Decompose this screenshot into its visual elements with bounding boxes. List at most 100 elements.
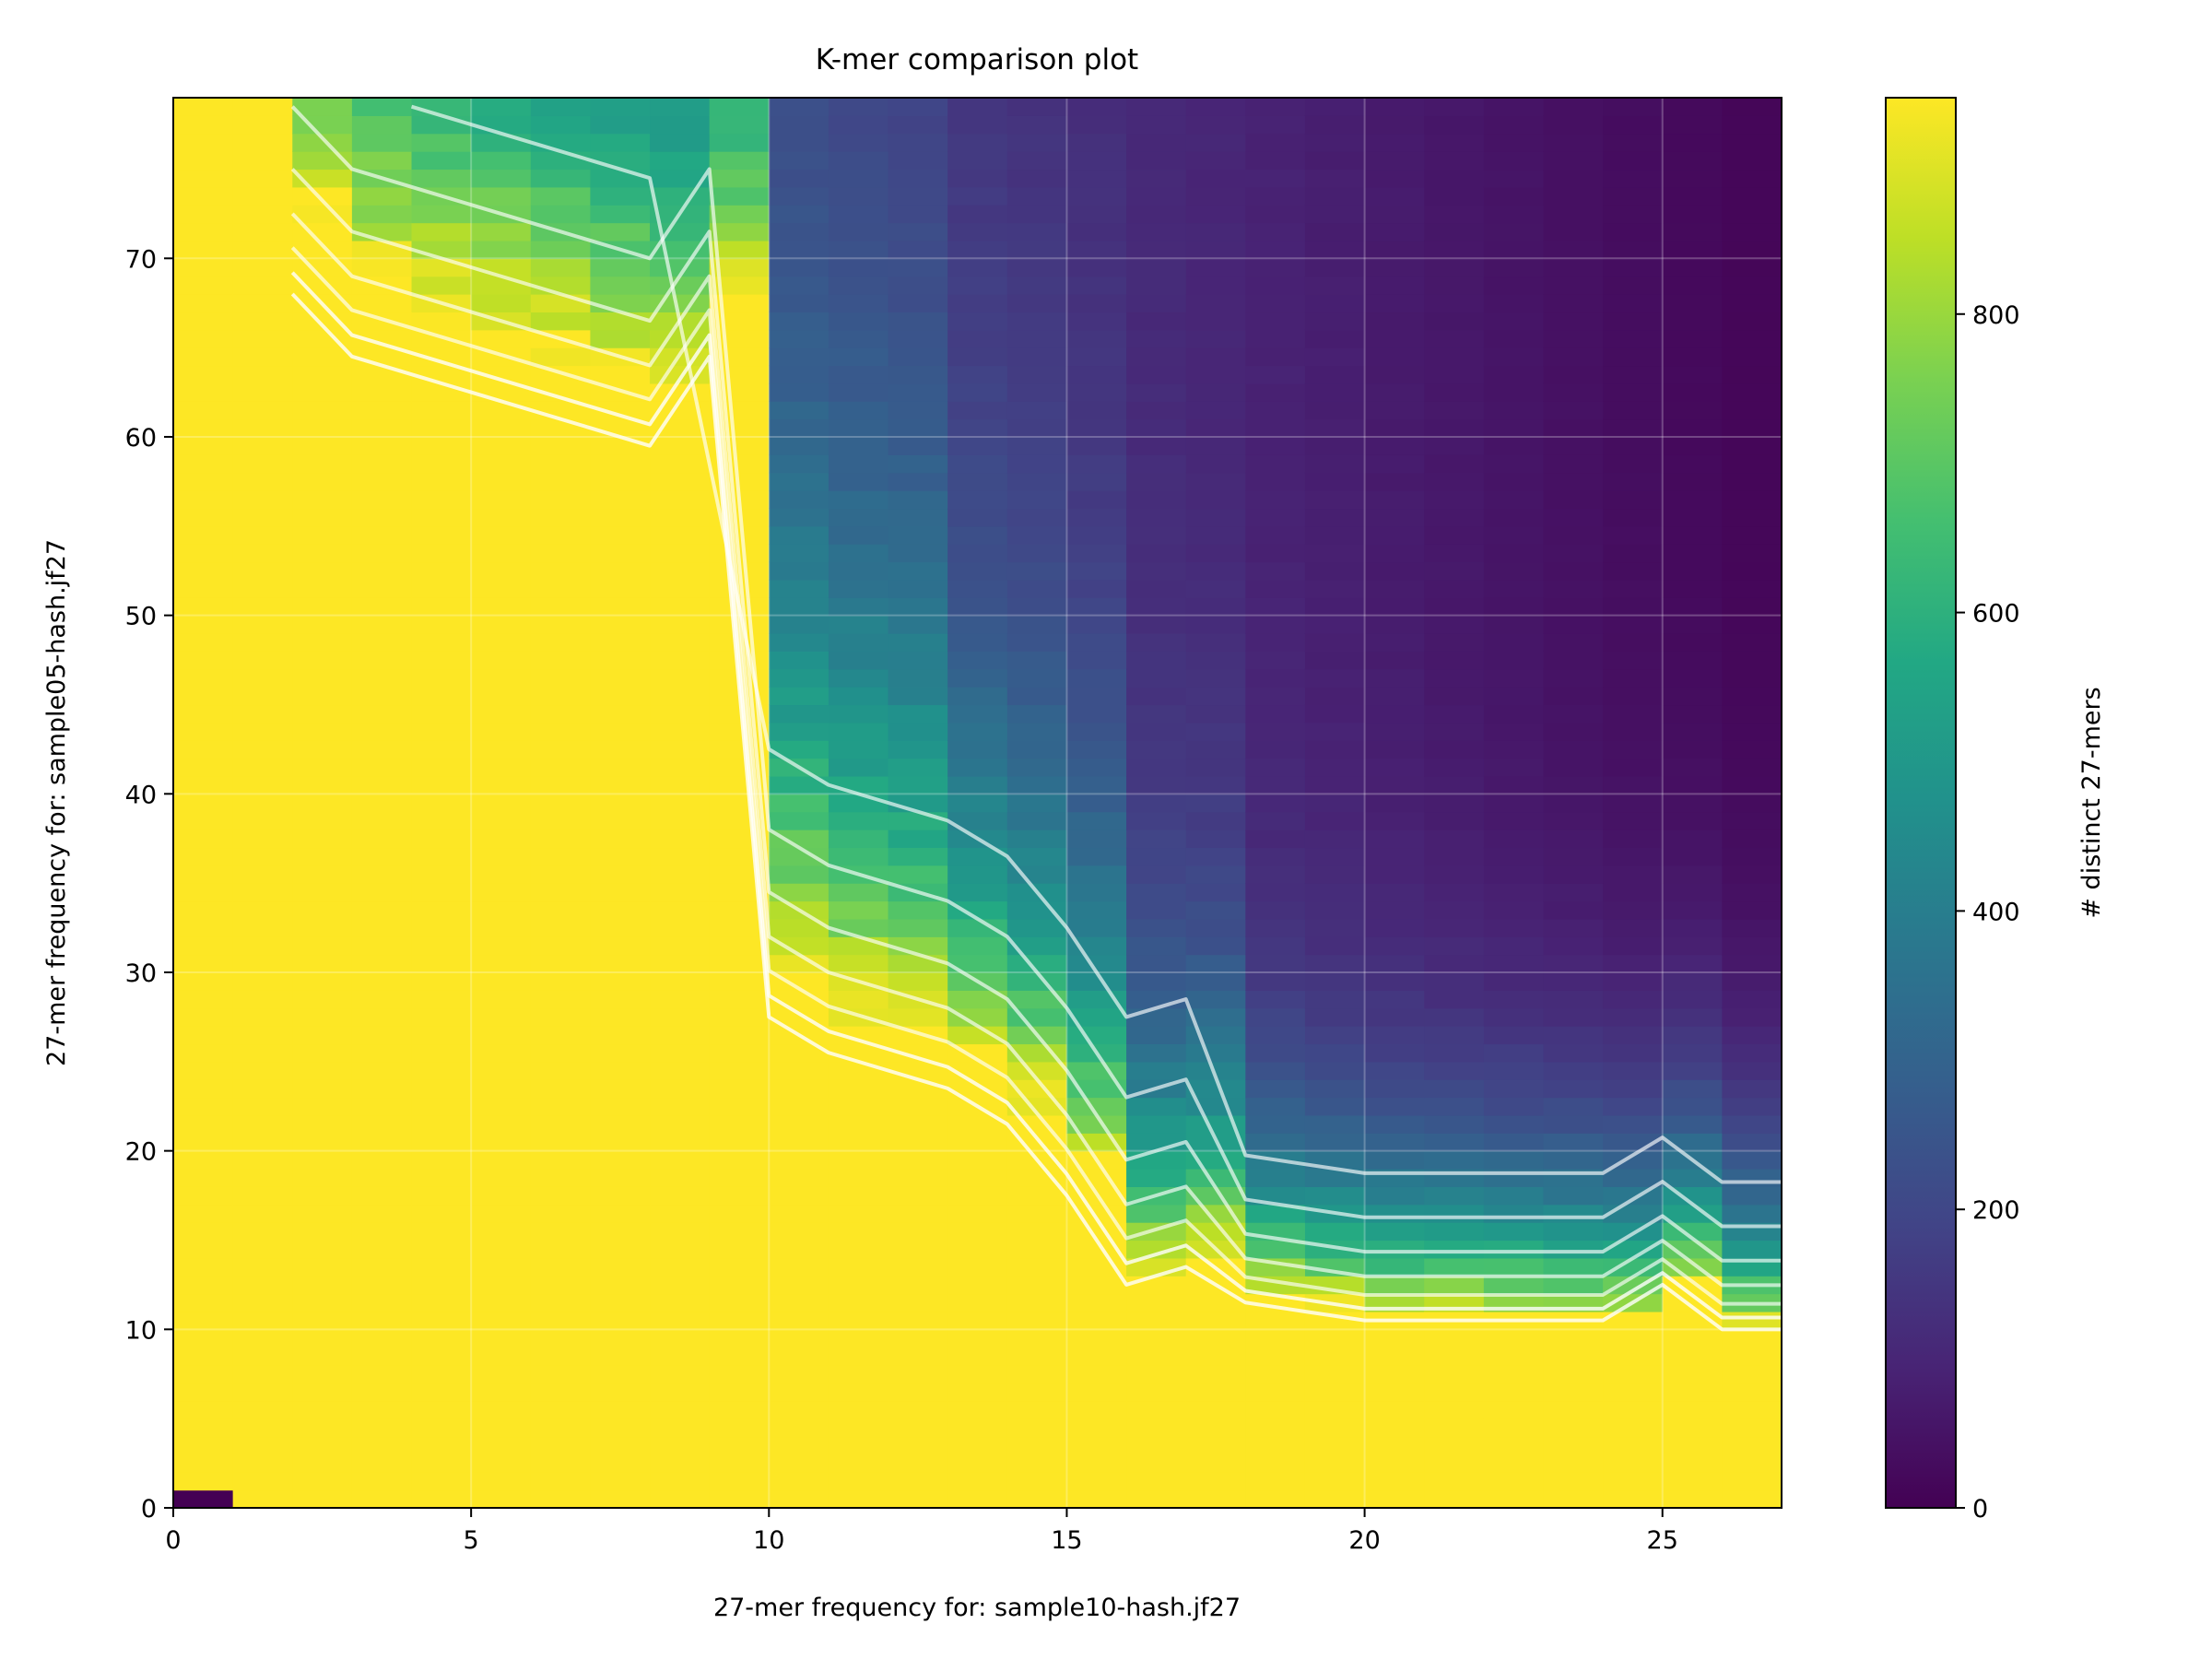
heatmap-cell	[1424, 1489, 1485, 1508]
heatmap-cell	[1126, 1436, 1187, 1455]
heatmap-cell	[947, 1043, 1008, 1063]
heatmap-cell	[1483, 1418, 1545, 1438]
heatmap-cell	[351, 579, 413, 598]
heatmap-cell	[1483, 382, 1545, 402]
heatmap-cell	[530, 1257, 592, 1277]
heatmap-cell	[1245, 954, 1306, 973]
heatmap-cell	[1006, 115, 1068, 135]
heatmap-cell	[471, 418, 532, 438]
heatmap-cell	[1066, 1061, 1127, 1080]
heatmap-cell	[232, 579, 293, 598]
heatmap-cell	[1722, 1311, 1782, 1330]
heatmap-cell	[1603, 294, 1664, 313]
heatmap-cell	[471, 186, 532, 206]
heatmap-cell	[1364, 169, 1425, 188]
heatmap-cell	[1662, 1365, 1723, 1384]
heatmap-cell	[1006, 847, 1068, 866]
heatmap-cell	[709, 169, 770, 188]
heatmap-cell	[1304, 1222, 1366, 1241]
heatmap-cell	[471, 1436, 532, 1455]
heatmap-cell	[1304, 918, 1366, 937]
heatmap-cell	[471, 1169, 532, 1187]
heatmap-cell	[828, 1489, 889, 1508]
heatmap-cell	[828, 1365, 889, 1384]
heatmap-cell	[411, 740, 472, 759]
heatmap-cell	[351, 454, 413, 474]
heatmap-cell	[411, 722, 472, 741]
heatmap-cell	[650, 1169, 711, 1187]
heatmap-cell	[590, 1436, 651, 1455]
heatmap-cell	[1185, 1489, 1246, 1508]
heatmap-cell	[1364, 1347, 1425, 1366]
heatmap-cell	[471, 811, 532, 830]
heatmap-cell	[1662, 633, 1723, 652]
heatmap-cell	[888, 1204, 948, 1223]
heatmap-cell	[1006, 794, 1068, 813]
heatmap-cell	[1304, 1026, 1366, 1045]
heatmap-cell	[947, 561, 1008, 581]
heatmap-cell	[1424, 775, 1485, 794]
heatmap-cell	[173, 847, 234, 866]
heatmap-cell	[1483, 1276, 1545, 1295]
colorbar-tick-label: 400	[1972, 898, 2020, 926]
heatmap-cell	[1483, 1079, 1545, 1099]
heatmap-cell	[590, 865, 651, 884]
heatmap-cell	[1364, 1489, 1425, 1508]
heatmap-cell	[590, 205, 651, 224]
heatmap-cell	[1722, 1007, 1782, 1027]
heatmap-cell	[1483, 436, 1545, 455]
heatmap-cell	[1424, 1453, 1485, 1473]
heatmap-cell	[1066, 633, 1127, 652]
heatmap-cell	[530, 971, 592, 991]
heatmap-cell	[173, 1311, 234, 1330]
heatmap-cell	[1304, 883, 1366, 902]
heatmap-cell	[590, 1114, 651, 1134]
heatmap-cell	[1364, 1079, 1425, 1099]
heatmap-cell	[709, 1418, 770, 1438]
heatmap-cell	[1364, 312, 1425, 331]
heatmap-cell	[650, 1114, 711, 1134]
heatmap-cell	[1543, 954, 1604, 973]
heatmap-cell	[292, 525, 353, 545]
heatmap-cell	[232, 830, 293, 849]
heatmap-cell	[1245, 240, 1306, 259]
heatmap-cell	[650, 1061, 711, 1080]
heatmap-cell	[1543, 1097, 1604, 1116]
heatmap-cell	[828, 1400, 889, 1419]
heatmap-cell	[232, 115, 293, 135]
heatmap-cell	[1006, 347, 1068, 367]
heatmap-cell	[351, 830, 413, 849]
heatmap-cell	[232, 205, 293, 224]
heatmap-cell	[709, 294, 770, 313]
heatmap-cell	[650, 1382, 711, 1402]
heatmap-cell	[1126, 1365, 1187, 1384]
heatmap-cell	[1304, 382, 1366, 402]
heatmap-cell	[1185, 472, 1246, 491]
heatmap-cell	[411, 1365, 472, 1384]
heatmap-cell	[888, 936, 948, 956]
heatmap-cell	[947, 169, 1008, 188]
heatmap-cell	[1006, 1293, 1068, 1312]
heatmap-cell	[769, 1043, 830, 1063]
heatmap-cell	[1543, 1257, 1604, 1277]
heatmap-cell	[232, 365, 293, 384]
heatmap-cell	[590, 1097, 651, 1116]
heatmap-cell	[1364, 329, 1425, 348]
heatmap-cell	[1722, 294, 1782, 313]
heatmap-cell	[411, 347, 472, 367]
heatmap-cell	[1722, 186, 1782, 206]
heatmap-cell	[411, 1293, 472, 1312]
heatmap-cell	[1245, 561, 1306, 581]
heatmap-cell	[530, 561, 592, 581]
heatmap-cell	[173, 418, 234, 438]
heatmap-cell	[1483, 1472, 1545, 1491]
heatmap-cell	[1364, 1240, 1425, 1259]
heatmap-cell	[232, 1436, 293, 1455]
heatmap-cell	[1245, 1436, 1306, 1455]
heatmap-cell	[173, 1257, 234, 1277]
heatmap-cell	[590, 1079, 651, 1099]
heatmap-cell	[530, 276, 592, 295]
heatmap-cell	[173, 347, 234, 367]
heatmap-cell	[1543, 544, 1604, 563]
heatmap-cell	[1304, 472, 1366, 491]
